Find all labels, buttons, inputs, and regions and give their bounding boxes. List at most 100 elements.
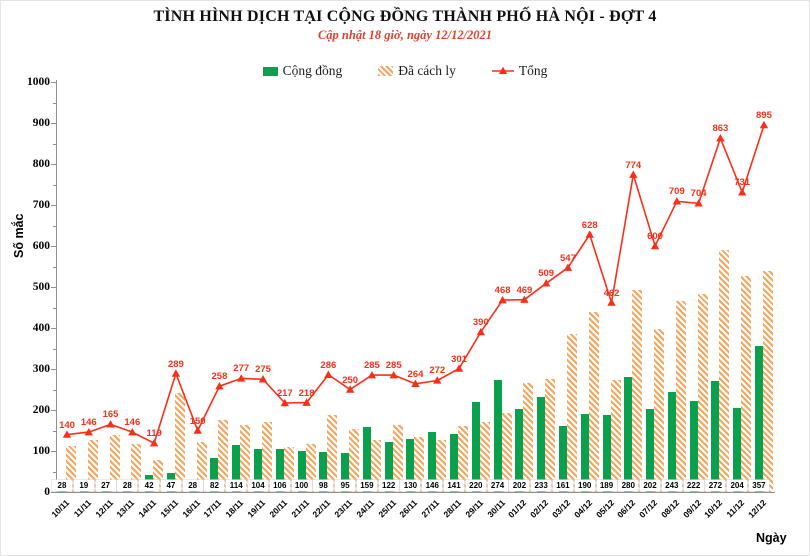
bar-cong-dong	[406, 438, 415, 492]
bar-value-label: 47	[160, 480, 181, 491]
bar-da-cach-ly	[327, 414, 338, 492]
legend-label-da-cach-ly: Đã cách ly	[398, 63, 456, 78]
y-tick-mark	[51, 410, 56, 411]
total-value-label: 895	[756, 110, 772, 122]
bar-value-label: 95	[335, 480, 356, 491]
bar-da-cach-ly	[262, 421, 273, 492]
total-value-label: 285	[363, 360, 380, 372]
chart-title: TÌNH HÌNH DỊCH TẠI CỘNG ĐỒNG THÀNH PHỐ H…	[153, 8, 657, 25]
bar-value-label: 141	[444, 480, 465, 491]
bar-da-cach-ly	[741, 275, 752, 492]
bar-da-cach-ly	[697, 294, 708, 492]
total-value-label: 275	[255, 364, 271, 376]
bar-da-cach-ly	[610, 380, 621, 492]
bar-da-cach-ly	[545, 378, 556, 492]
bar-cong-dong	[232, 445, 241, 492]
chart-legend: Cộng đồng Đã cách ly Tổng	[1, 63, 809, 79]
bar-cong-dong	[537, 396, 546, 492]
total-value-label: 285	[385, 360, 402, 372]
bar-value-label: 274	[487, 480, 508, 491]
bar-value-label: 82	[204, 480, 225, 491]
bar-da-cach-ly	[196, 442, 207, 492]
bar-cong-dong	[689, 401, 698, 492]
chart-subtitle: Cập nhật 18 giờ, ngày 12/12/2021	[317, 28, 493, 42]
total-value-label: 289	[167, 358, 184, 370]
bar-cong-dong	[210, 458, 219, 492]
bar-cong-dong	[580, 414, 589, 492]
y-tick-label: 400	[32, 321, 50, 334]
total-marker	[716, 133, 725, 142]
bar-value-label: 42	[139, 480, 160, 491]
total-value-label: 547	[560, 252, 576, 264]
total-value-label: 146	[80, 417, 97, 429]
total-marker	[498, 295, 507, 304]
y-tick-mark	[51, 492, 56, 493]
legend-label-cong-dong: Cộng đồng	[282, 63, 343, 78]
total-marker	[541, 279, 551, 287]
total-marker	[433, 376, 442, 384]
bar-value-label: 130	[400, 480, 421, 491]
bar-da-cach-ly	[131, 443, 142, 492]
y-minor-tick-mark	[53, 307, 56, 309]
y-tick-label: 300	[32, 362, 50, 375]
total-marker	[411, 379, 420, 387]
bar-da-cach-ly	[566, 333, 577, 492]
y-minor-tick-mark	[53, 348, 56, 350]
total-value-label: 600	[647, 231, 663, 242]
bar-da-cach-ly	[458, 426, 469, 492]
total-value-label: 250	[342, 374, 359, 386]
bar-value-label: 204	[727, 480, 748, 491]
bar-da-cach-ly	[436, 440, 447, 492]
y-tick-label: 700	[32, 198, 50, 211]
bar-cong-dong	[450, 434, 459, 492]
bar-value-label: 98	[313, 480, 334, 491]
x-axis-line	[56, 492, 775, 493]
bar-value-label: 190	[574, 480, 595, 491]
total-value-label: 468	[494, 285, 511, 297]
bar-cong-dong	[471, 401, 480, 492]
total-marker	[389, 370, 398, 379]
total-value-label: 218	[298, 387, 315, 399]
y-tick-label: 800	[32, 157, 50, 170]
bar-value-label: 220	[465, 480, 486, 491]
bar-cong-dong	[602, 414, 611, 492]
bar-da-cach-ly	[479, 422, 490, 492]
bar-cong-dong	[558, 426, 567, 492]
y-minor-tick-mark	[53, 225, 56, 227]
bar-value-label: 28	[117, 480, 138, 491]
y-minor-tick-mark	[53, 184, 56, 186]
green-bar-swatch-icon	[262, 66, 278, 76]
bar-da-cach-ly	[632, 289, 643, 492]
bar-cong-dong	[275, 448, 284, 492]
bar-cong-dong	[254, 449, 263, 492]
bar-value-label: 202	[640, 480, 661, 491]
y-tick-mark	[51, 287, 56, 288]
total-marker	[106, 420, 115, 428]
bar-cong-dong	[362, 426, 371, 492]
y-tick-label: 1000	[27, 75, 50, 88]
total-marker	[367, 370, 377, 379]
red-line-marker-swatch-icon	[491, 66, 514, 74]
x-axis-title: Ngày	[756, 531, 787, 545]
total-value-label: 731	[734, 177, 751, 189]
total-value-label: 140	[59, 419, 75, 431]
legend-item-tong: Tổng	[491, 63, 547, 79]
total-value-label: 509	[538, 268, 555, 280]
bar-cong-dong	[297, 451, 306, 492]
bar-value-label: 161	[552, 480, 573, 491]
y-tick-label: 100	[32, 444, 50, 457]
total-marker	[280, 398, 289, 407]
bar-da-cach-ly	[283, 446, 294, 492]
y-tick-mark	[51, 164, 56, 165]
plot-area: Số mắc Ngày 0 100 200 300 400 500 600 700 800 900…	[12, 76, 787, 546]
bar-cong-dong	[646, 409, 655, 492]
total-marker	[454, 364, 464, 372]
total-marker	[737, 188, 747, 196]
total-value-label: 469	[516, 284, 533, 296]
bar-da-cach-ly	[174, 392, 185, 492]
total-value-label: 258	[211, 371, 228, 383]
bar-value-label: 272	[705, 480, 726, 491]
bar-da-cach-ly	[240, 425, 251, 492]
y-minor-tick-mark	[53, 102, 56, 104]
bar-value-label: 114	[226, 480, 247, 491]
